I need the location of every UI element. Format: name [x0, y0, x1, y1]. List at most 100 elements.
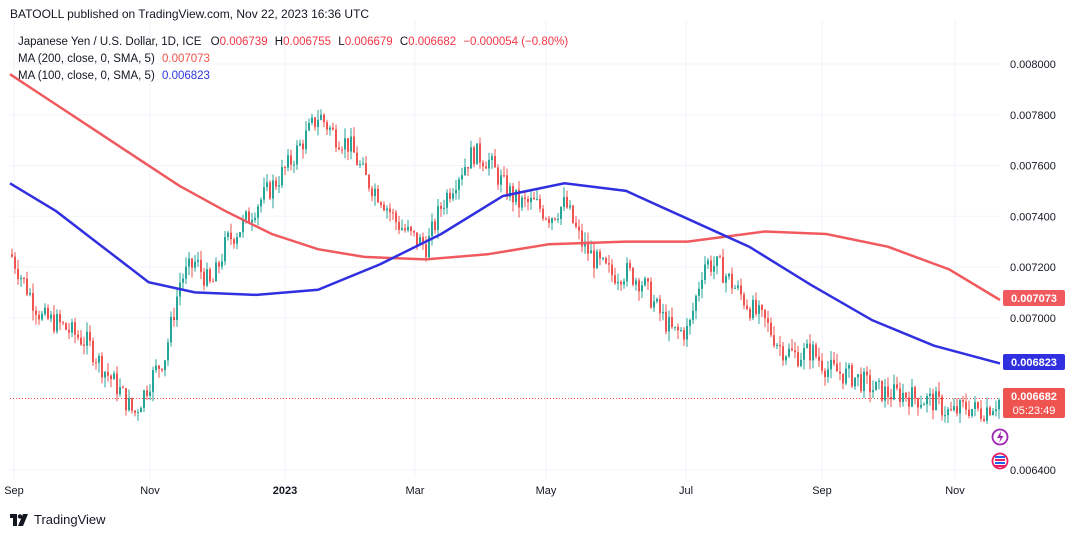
- candle-body: [722, 256, 724, 283]
- last-price-label: 0.006682: [1011, 391, 1057, 403]
- x-tick-label: Sep: [812, 485, 832, 497]
- candle-body: [476, 143, 478, 165]
- candle-body: [923, 404, 925, 406]
- candle-body: [320, 114, 322, 120]
- candle-body: [173, 316, 175, 320]
- candle-body: [719, 256, 721, 258]
- candle-body: [272, 180, 274, 199]
- candle-body: [479, 143, 481, 163]
- candle-body: [836, 363, 838, 372]
- candle-body: [998, 399, 1000, 410]
- candle-body: [941, 396, 943, 416]
- candle-body: [485, 166, 487, 169]
- symbol-name: Japanese Yen / U.S. Dollar, 1D, ICE: [18, 36, 202, 48]
- candle-body: [44, 307, 46, 314]
- candle-body: [494, 156, 496, 168]
- candle-body: [200, 259, 202, 272]
- candle-body: [794, 350, 796, 353]
- candle-body: [263, 187, 265, 200]
- candle-body: [194, 261, 196, 268]
- candle-body: [605, 257, 607, 264]
- candle-body: [752, 299, 754, 319]
- candle-body: [686, 325, 688, 340]
- candle-body: [626, 262, 628, 282]
- candle-body: [623, 281, 625, 285]
- candle-body: [524, 197, 526, 199]
- alert-icon[interactable]: [991, 428, 1009, 446]
- candle-body: [746, 305, 748, 309]
- candle-body: [107, 371, 109, 376]
- candle-body: [539, 198, 541, 209]
- candle-body: [980, 408, 982, 419]
- candle-body: [125, 388, 127, 411]
- candle-body: [209, 269, 211, 282]
- low-value: 0.006679: [344, 36, 393, 48]
- candle-body: [227, 232, 229, 238]
- candle-body: [851, 365, 853, 387]
- ma100-legend-label: MA (100, close, 0, SMA, 5): [18, 70, 155, 82]
- flag-icon[interactable]: [991, 452, 1009, 470]
- candle-body: [614, 275, 616, 284]
- candle-body: [239, 232, 241, 238]
- candle-body: [563, 196, 565, 207]
- candle-body: [761, 305, 763, 310]
- candle-body: [431, 221, 433, 236]
- candle-body: [776, 345, 778, 347]
- candle-body: [872, 390, 874, 393]
- candle-body: [833, 359, 835, 364]
- candle-body: [950, 409, 952, 411]
- candle-body: [452, 193, 454, 199]
- candle-body: [101, 355, 103, 378]
- candle-body: [74, 322, 76, 335]
- candle-body: [983, 418, 985, 421]
- candle-body: [602, 257, 604, 259]
- close-label: C: [399, 36, 409, 48]
- candle-body: [695, 295, 697, 311]
- candle-body: [635, 280, 637, 285]
- candle-body: [425, 244, 427, 258]
- candle-body: [662, 311, 664, 314]
- candle-body: [863, 371, 865, 391]
- candle-body: [755, 299, 757, 314]
- candle-body: [896, 384, 898, 389]
- candle-body: [170, 316, 172, 343]
- candle-body: [56, 313, 58, 332]
- candle-body: [404, 228, 406, 231]
- candle-body: [137, 412, 139, 414]
- candle-body: [530, 197, 532, 203]
- candle-body: [356, 152, 358, 165]
- candle-body: [371, 188, 373, 197]
- candle-body: [818, 356, 820, 361]
- candle-body: [395, 212, 397, 223]
- candle-body: [59, 313, 61, 323]
- candle-body: [86, 331, 88, 346]
- candle-body: [788, 348, 790, 357]
- candle-body: [434, 221, 436, 230]
- tradingview-logo-icon: [10, 513, 28, 526]
- candle-body: [830, 359, 832, 370]
- candle-body: [329, 127, 331, 130]
- candle-body: [911, 387, 913, 407]
- tradingview-brand-text: TradingView: [34, 512, 106, 527]
- tradingview-logo[interactable]: TradingView: [10, 512, 106, 527]
- candle-body: [656, 299, 658, 302]
- candle-body: [347, 138, 349, 152]
- candle-body: [380, 202, 382, 205]
- candle-body: [233, 239, 235, 244]
- candle-body: [23, 277, 25, 279]
- candle-body: [176, 296, 178, 320]
- candle-body: [191, 258, 193, 268]
- candle-body: [305, 130, 307, 150]
- candle-body: [29, 293, 31, 295]
- candle-body: [251, 220, 253, 223]
- ma100-badge-label: 0.006823: [1011, 357, 1057, 369]
- candle-body: [560, 206, 562, 219]
- candle-body: [392, 212, 394, 214]
- candle-body: [890, 397, 892, 400]
- candle-body: [410, 226, 412, 231]
- candle-body: [854, 377, 856, 387]
- candle-body: [365, 163, 367, 175]
- candle-body: [821, 360, 823, 371]
- candle-body: [284, 167, 286, 169]
